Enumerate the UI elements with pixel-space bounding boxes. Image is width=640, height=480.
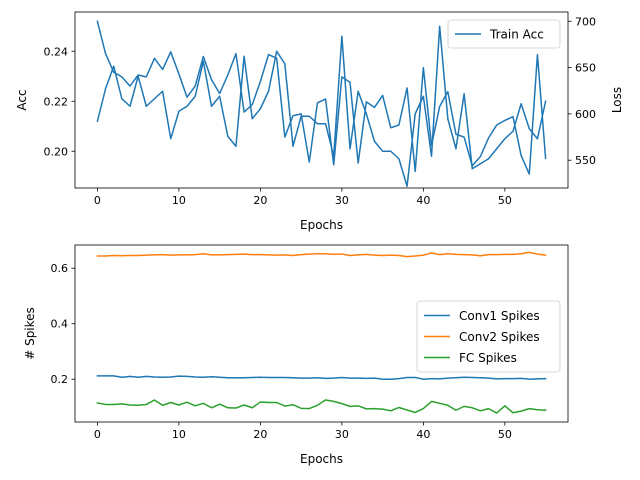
x-tick-label: 40 bbox=[416, 428, 430, 441]
loss-y-ticks: 550 600 650 700 bbox=[568, 15, 596, 167]
x-tick-label: 20 bbox=[253, 428, 267, 441]
accuracy-y-ticks: 0.20 0.22 0.24 bbox=[44, 45, 75, 158]
spikes-x-axis-label: Epochs bbox=[300, 452, 343, 466]
series-line-conv2-spikes bbox=[96, 251, 547, 258]
x-tick-label: 50 bbox=[498, 194, 512, 207]
accuracy-loss-legend: Train Acc bbox=[447, 19, 561, 49]
y2-tick-label: 600 bbox=[575, 108, 596, 121]
y-tick-label: 0.2 bbox=[51, 373, 69, 386]
accuracy-loss-legend-box bbox=[447, 19, 561, 49]
spikes-series-group bbox=[96, 251, 547, 414]
y2-tick-label: 700 bbox=[575, 15, 596, 28]
accuracy-loss-series-group bbox=[96, 20, 547, 187]
y-tick-label: 0.24 bbox=[44, 45, 69, 58]
spikes-legend: Conv1 Spikes Conv2 Spikes FC Spikes bbox=[416, 300, 561, 373]
y2-tick-label: 650 bbox=[575, 62, 596, 75]
series-line-fc-spikes bbox=[96, 399, 547, 414]
y-tick-label: 0.20 bbox=[44, 145, 69, 158]
series-line-conv1-spikes bbox=[96, 375, 547, 380]
x-tick-label: 40 bbox=[416, 194, 430, 207]
y-tick-label: 0.22 bbox=[44, 95, 69, 108]
spikes-x-ticks: 0 10 20 30 40 50 bbox=[94, 422, 512, 441]
accuracy-loss-plot-area bbox=[74, 11, 569, 189]
series-line-train-acc bbox=[96, 25, 547, 187]
y-tick-label: 0.4 bbox=[51, 318, 69, 331]
spikes-y-axis-label: # Spikes bbox=[23, 307, 37, 360]
x-tick-label: 0 bbox=[94, 428, 101, 441]
x-tick-label: 30 bbox=[335, 194, 349, 207]
legend-label-conv2-spikes: Conv2 Spikes bbox=[459, 330, 540, 344]
legend-label-fc-spikes: FC Spikes bbox=[459, 351, 517, 365]
y2-tick-label: 550 bbox=[575, 154, 596, 167]
accuracy-loss-x-axis-label: Epochs bbox=[300, 218, 343, 232]
legend-label-conv1-spikes: Conv1 Spikes bbox=[459, 309, 540, 323]
series-line-loss bbox=[96, 20, 547, 175]
accuracy-loss-chart: 0 10 20 30 40 50 0.20 0.22 0.24 550 600 650 700 Ep… bbox=[15, 11, 624, 232]
x-tick-label: 10 bbox=[172, 428, 186, 441]
accuracy-loss-x-ticks: 0 10 20 30 40 50 bbox=[94, 188, 512, 207]
y-tick-label: 0.6 bbox=[51, 262, 69, 275]
x-tick-label: 10 bbox=[172, 194, 186, 207]
spikes-y-ticks: 0.2 0.4 0.6 bbox=[51, 262, 75, 386]
x-tick-label: 0 bbox=[94, 194, 101, 207]
loss-y-axis-label: Loss bbox=[610, 87, 624, 113]
spikes-chart: 0 10 20 30 40 50 0.2 0.4 0.6 Epochs # Spikes Co… bbox=[23, 244, 569, 466]
spikes-legend-box bbox=[416, 300, 561, 373]
accuracy-y-axis-label: Acc bbox=[15, 89, 29, 110]
x-tick-label: 30 bbox=[335, 428, 349, 441]
x-tick-label: 20 bbox=[253, 194, 267, 207]
spikes-plot-area bbox=[74, 244, 569, 423]
x-tick-label: 50 bbox=[498, 428, 512, 441]
legend-label-train-acc: Train Acc bbox=[489, 28, 544, 42]
